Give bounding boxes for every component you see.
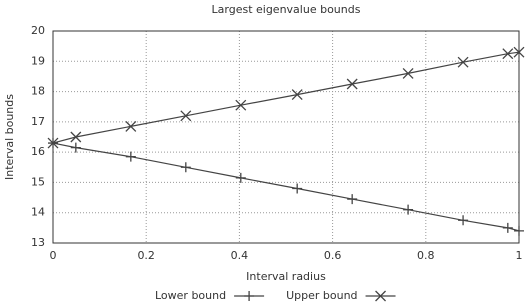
data-point (70, 142, 81, 153)
y-tick-label: 20 (31, 24, 45, 37)
data-point (402, 67, 414, 79)
y-axis-label: Interval bounds (3, 94, 16, 180)
legend-label: Upper bound (286, 289, 357, 302)
data-point (125, 120, 137, 132)
y-tick-label: 18 (31, 85, 45, 98)
legend-label: Lower bound (155, 289, 226, 302)
data-point (235, 99, 247, 111)
data-point (502, 48, 514, 60)
y-tick-label: 14 (31, 206, 45, 219)
data-point (514, 225, 524, 236)
data-point (346, 78, 358, 90)
x-tick-label: 0 (50, 249, 57, 262)
data-point (291, 89, 303, 101)
y-tick-label: 19 (31, 54, 45, 67)
data-point (513, 46, 525, 58)
series-line (52, 142, 520, 232)
data-point (235, 172, 246, 183)
x-tick-label: 0.6 (324, 249, 342, 262)
data-point (180, 162, 191, 173)
data-point (347, 194, 358, 205)
y-tick-label: 16 (31, 145, 45, 158)
x-axis-label: Interval radius (246, 270, 326, 283)
series-line (52, 51, 520, 144)
chart-title: Largest eigenvalue bounds (212, 3, 361, 16)
x-tick-label: 0.8 (417, 249, 435, 262)
plot-frame (52, 30, 520, 244)
x-tick-label: 0.2 (137, 249, 155, 262)
y-tick-label: 13 (31, 236, 45, 249)
x-tick-label: 0.4 (231, 249, 249, 262)
data-point (458, 215, 469, 226)
data-point (70, 131, 82, 143)
data-point (180, 110, 192, 122)
data-point (47, 137, 59, 149)
data-point (403, 204, 414, 215)
x-tick-label: 1 (516, 249, 523, 262)
data-point (292, 183, 303, 194)
y-tick-label: 17 (31, 115, 45, 128)
data-point (125, 151, 136, 162)
data-point (502, 222, 513, 233)
y-tick-label: 15 (31, 175, 45, 188)
legend-marker (375, 290, 387, 302)
data-point (457, 56, 469, 68)
legend-marker (244, 291, 255, 301)
